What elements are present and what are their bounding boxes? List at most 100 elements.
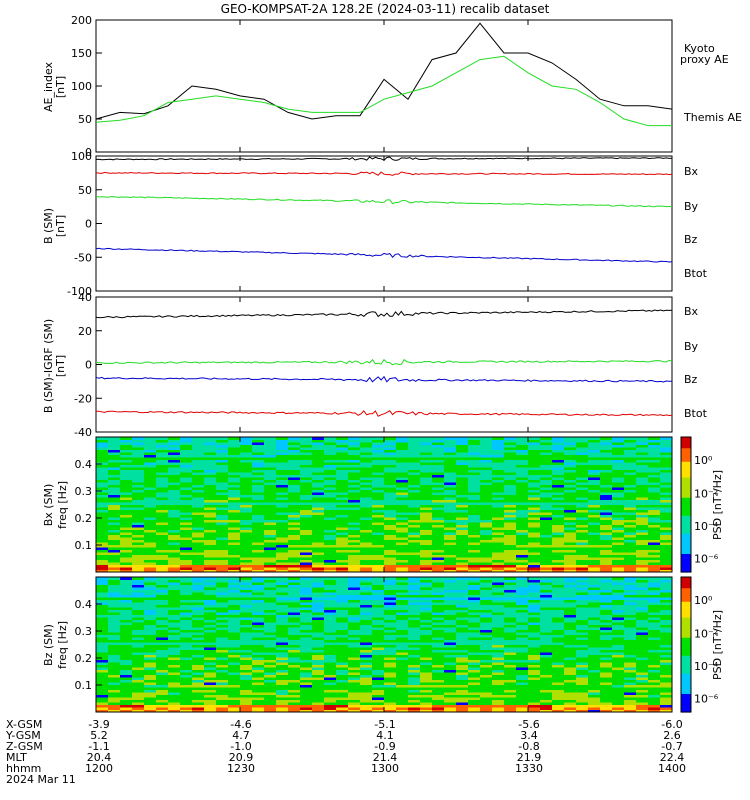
heatmap-cell (132, 647, 145, 650)
heatmap-cell (480, 504, 493, 508)
heatmap-cell (432, 554, 445, 558)
heatmap-cell (360, 494, 373, 498)
heatmap-cell (276, 552, 289, 555)
heatmap-cell (120, 617, 133, 620)
heatmap-cell (240, 444, 253, 448)
heatmap-cell (552, 547, 565, 550)
heatmap-cell (336, 672, 349, 675)
heatmap-cell (492, 454, 505, 458)
heatmap-cell (240, 542, 253, 545)
heatmap-cell (588, 564, 601, 568)
heatmap-cell (552, 509, 565, 513)
heatmap-cell (552, 629, 565, 633)
heatmap-cell (360, 439, 373, 443)
heatmap-cell (312, 449, 325, 453)
heatmap-cell (600, 482, 613, 485)
heatmap-cell (240, 654, 253, 658)
heatmap-cell (660, 494, 673, 498)
heatmap-cell (216, 614, 229, 618)
heatmap-cell (564, 562, 577, 565)
heatmap-cell (156, 519, 169, 523)
heatmap-cell (456, 544, 469, 548)
specx-heatmap (96, 437, 673, 573)
heatmap-cell (336, 684, 349, 688)
heatmap-cell (660, 512, 673, 515)
heatmap-cell (492, 649, 505, 653)
heatmap-cell (564, 532, 577, 535)
heatmap-cell (96, 492, 109, 495)
heatmap-cell (408, 512, 421, 515)
heatmap-cell (300, 539, 313, 543)
heatmap-cell (348, 447, 361, 450)
heatmap-cell (348, 677, 361, 680)
heatmap-cell (252, 582, 265, 585)
heatmap-cell (432, 464, 445, 468)
heatmap-cell (360, 592, 373, 595)
heatmap-cell (504, 674, 517, 678)
heatmap-cell (408, 654, 421, 658)
heatmap-cell (300, 682, 313, 685)
heatmap-cell (480, 457, 493, 460)
heatmap-cell (120, 647, 133, 650)
heatmap-cell (300, 542, 313, 545)
heatmap-cell (96, 502, 109, 505)
heatmap-cell (552, 642, 565, 645)
heatmap-cell (216, 579, 229, 583)
heatmap-cell (372, 702, 385, 705)
heatmap-cell (156, 457, 169, 460)
heatmap-cell (252, 629, 265, 633)
heatmap-cell (468, 567, 481, 570)
heatmap-cell (180, 692, 193, 695)
heatmap-cell (228, 599, 241, 603)
heatmap-cell (564, 622, 577, 625)
heatmap-cell (348, 607, 361, 610)
heatmap-cell (432, 469, 445, 473)
heatmap-cell (444, 532, 457, 535)
heatmap-cell (420, 632, 433, 635)
heatmap-cell (420, 619, 433, 623)
heatmap-cell (96, 622, 109, 625)
heatmap-cell (204, 484, 217, 488)
heatmap-cell (480, 697, 493, 700)
heatmap-cell (324, 477, 337, 480)
heatmap-cell (348, 669, 361, 673)
heatmap-cell (504, 597, 517, 600)
heatmap-cell (264, 672, 277, 675)
heatmap-cell (120, 522, 133, 525)
heatmap-cell (372, 454, 385, 458)
heatmap-cell (468, 677, 481, 680)
heatmap-cell (252, 527, 265, 530)
heatmap-cell (396, 582, 409, 585)
heatmap-cell (444, 482, 457, 485)
heatmap-cell (348, 644, 361, 648)
heatmap-cell (396, 639, 409, 643)
heatmap-cell (312, 542, 325, 545)
heatmap-cell (324, 534, 337, 538)
heatmap-cell (564, 557, 577, 560)
heatmap-cell (252, 524, 265, 528)
colorbar-cell (681, 529, 691, 533)
heatmap-cell (456, 519, 469, 523)
heatmap-cell (420, 469, 433, 473)
heatmap-cell (300, 687, 313, 690)
heatmap-cell (612, 499, 625, 503)
heatmap-cell (168, 489, 181, 493)
heatmap-cell (288, 672, 301, 675)
heatmap-cell (432, 657, 445, 660)
heatmap-cell (420, 629, 433, 633)
heatmap-cell (264, 584, 277, 588)
heatmap-cell (456, 547, 469, 550)
heatmap-cell (216, 482, 229, 485)
heatmap-cell (96, 614, 109, 618)
heatmap-cell (360, 562, 373, 565)
heatmap-cell (312, 459, 325, 463)
heatmap-cell (252, 644, 265, 648)
heatmap-cell (324, 562, 337, 565)
heatmap-cell (408, 632, 421, 635)
heatmap-cell (180, 479, 193, 483)
heatmap-cell (168, 694, 181, 698)
heatmap-cell (120, 709, 133, 713)
heatmap-cell (636, 542, 649, 545)
heatmap-cell (240, 532, 253, 535)
heatmap-cell (408, 529, 421, 533)
